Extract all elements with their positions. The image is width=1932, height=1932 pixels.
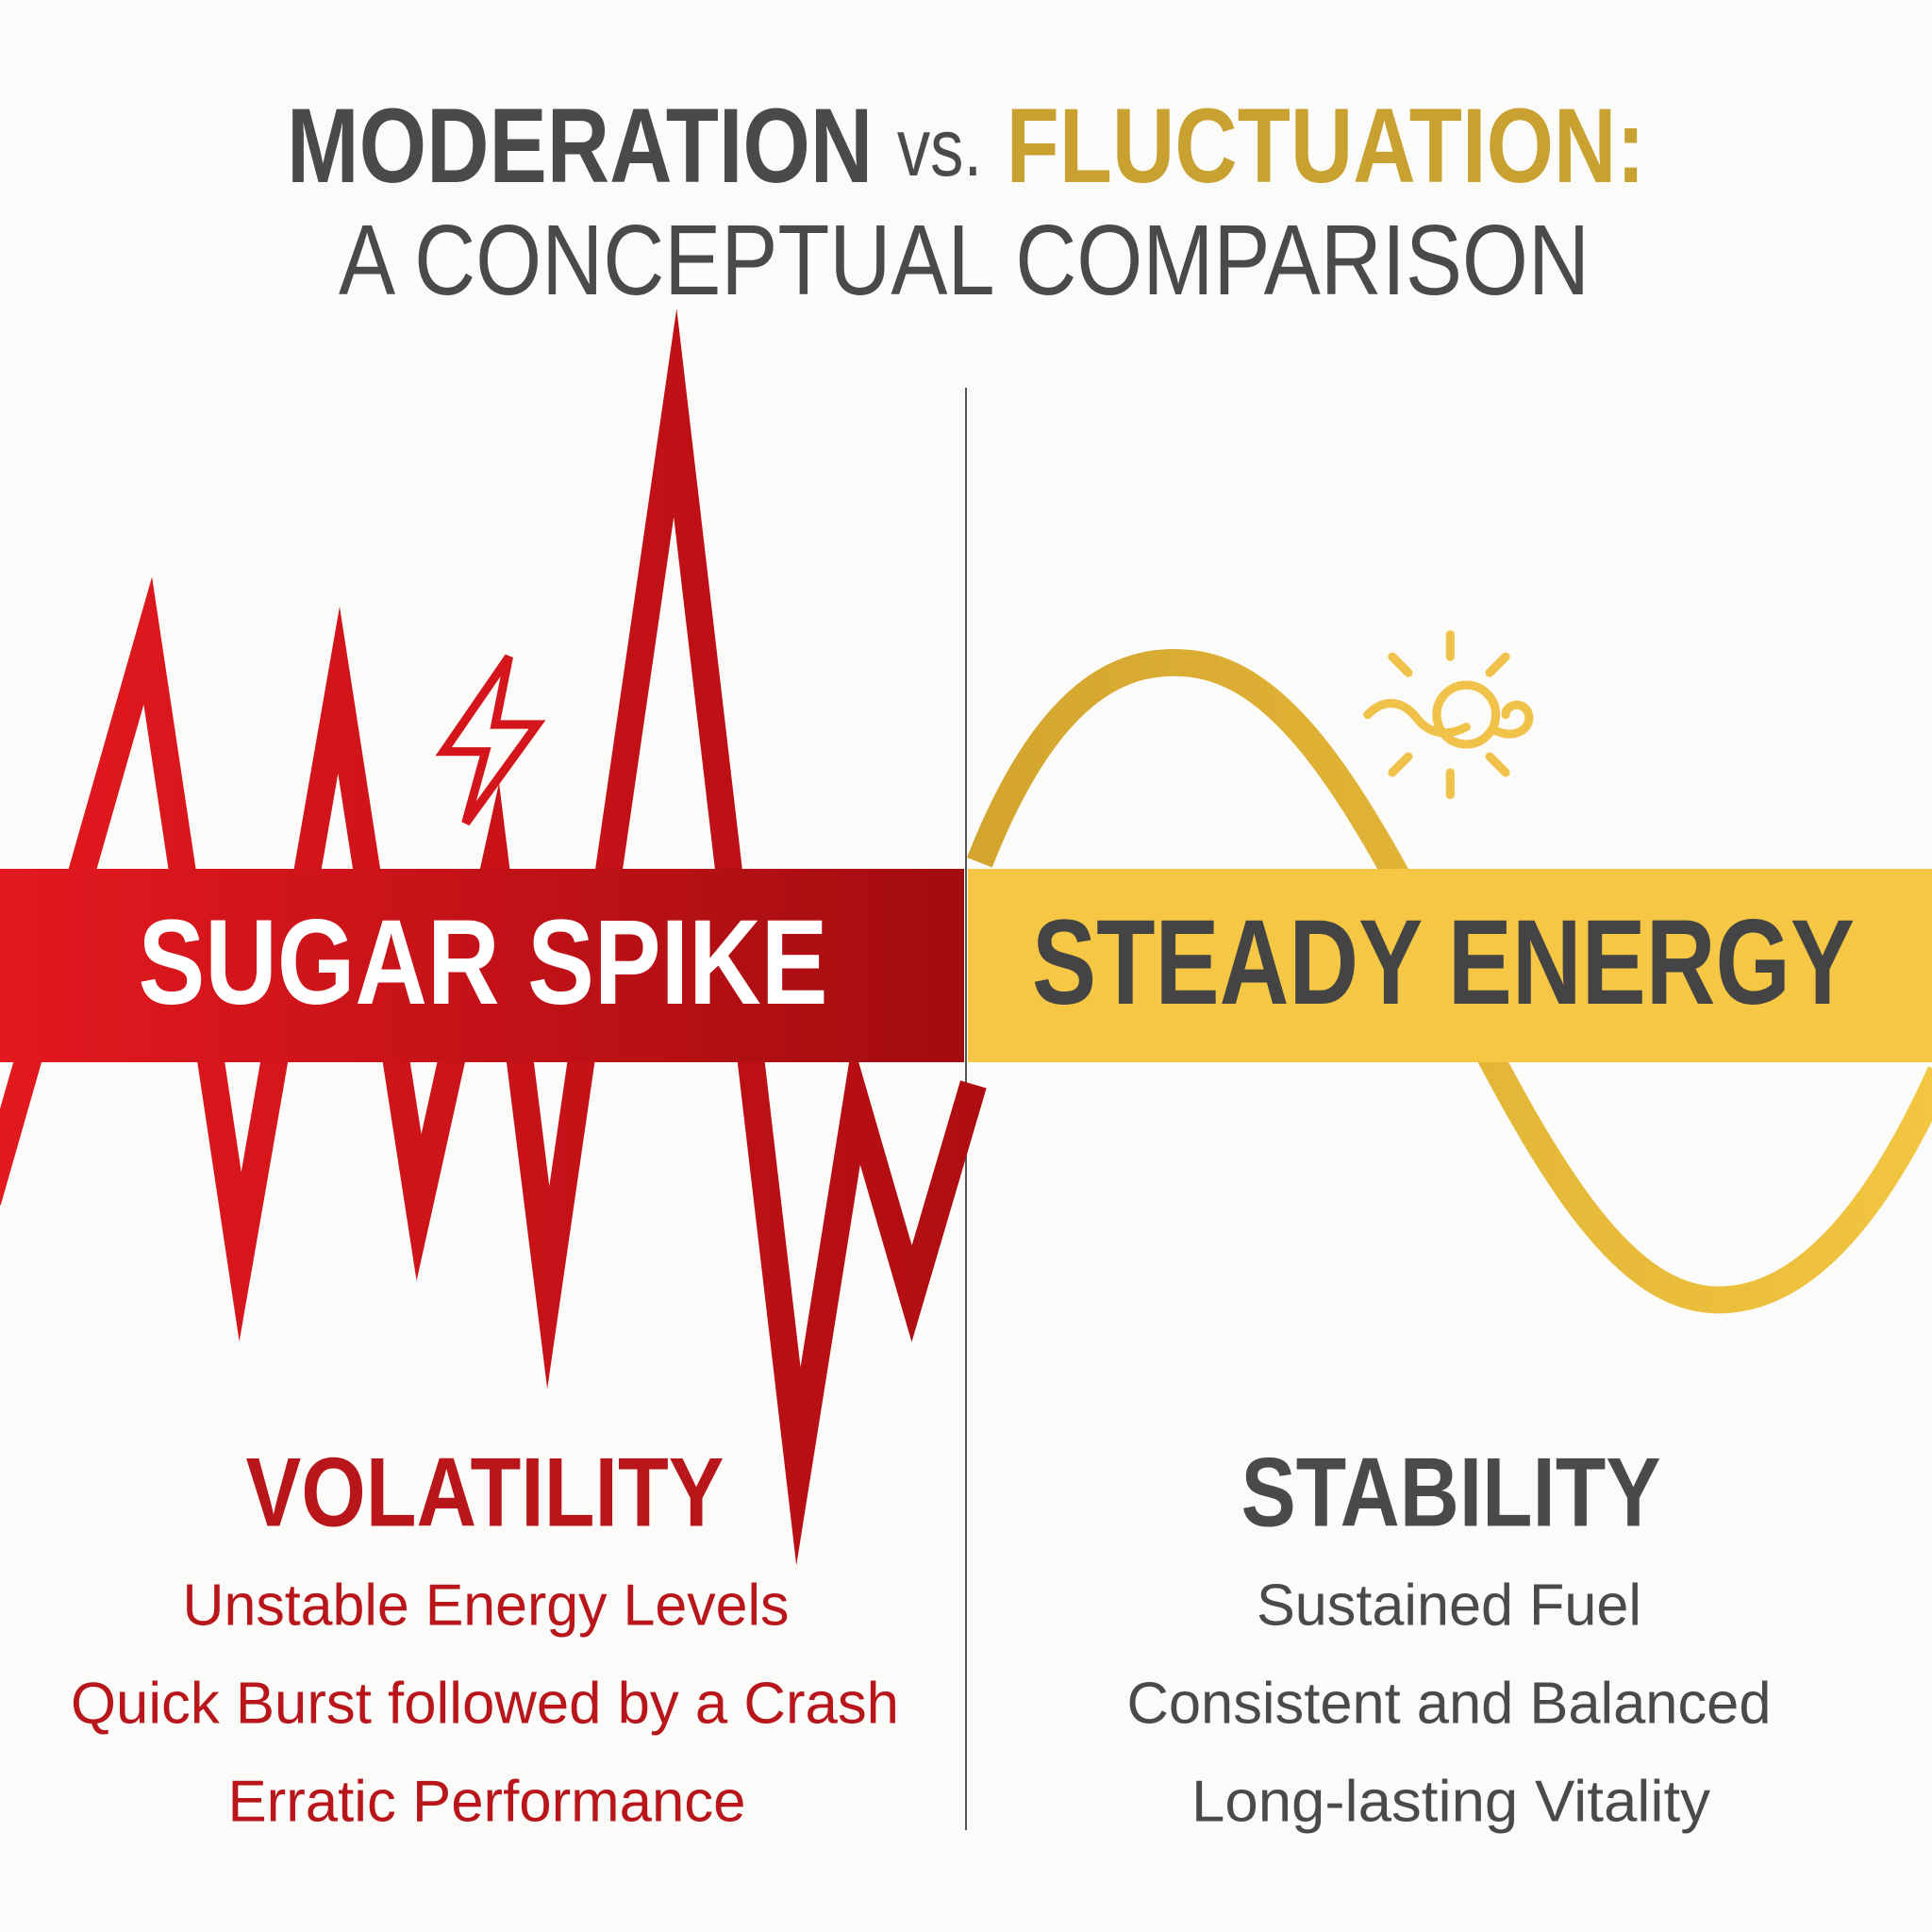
title-part: MODERATION — [287, 87, 873, 205]
banner-yellow — [968, 869, 1932, 1062]
title-part: vs. — [897, 103, 982, 193]
panel-item: Sustained Fuel — [1257, 1573, 1641, 1638]
banner-label: SUGAR SPIKE — [139, 895, 828, 1030]
banner-red — [0, 869, 964, 1062]
title: MODERATION vs. FLUCTUATION: — [287, 87, 1645, 205]
lightning-icon — [435, 654, 546, 826]
spike-line — [0, 308, 987, 1566]
panel-heading: VOLATILITY — [246, 1438, 724, 1547]
subtitle: A CONCEPTUAL COMPARISON — [339, 205, 1590, 316]
title-part: FLUCTUATION: — [1007, 87, 1645, 205]
panel-heading: STABILITY — [1241, 1438, 1661, 1547]
sun-icon — [1363, 630, 1534, 800]
banner-label: STEADY ENERGY — [1032, 895, 1855, 1030]
panel-item: Consistent and Balanced — [1127, 1671, 1772, 1736]
panel-item: Long-lasting Vitality — [1191, 1769, 1710, 1834]
panel-item: Erratic Performance — [228, 1769, 746, 1834]
panel-item: Quick Burst followed by a Crash — [71, 1671, 899, 1736]
panel-item: Unstable Energy Levels — [183, 1573, 790, 1638]
